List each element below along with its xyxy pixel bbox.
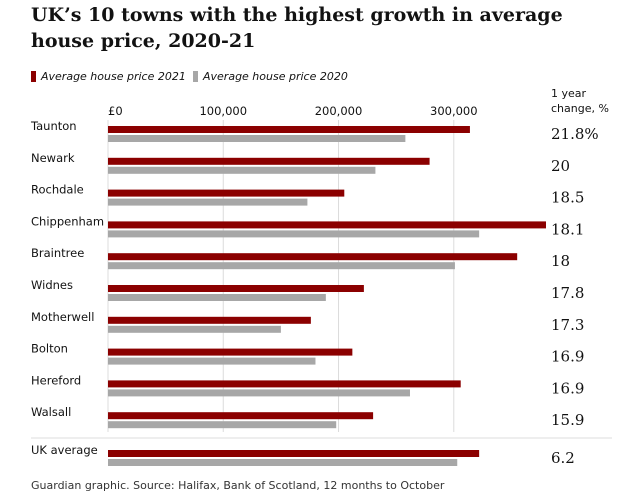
legend-swatch-2020: [193, 71, 198, 82]
change-pct-label: 18.1: [551, 220, 584, 238]
legend-swatch-2021: [31, 71, 36, 82]
change-pct-label: 15.9: [551, 411, 584, 429]
bar-2020: [108, 135, 406, 142]
change-pct-label: 17.3: [551, 316, 584, 334]
bar-2021: [108, 412, 374, 420]
change-pct-label: 17.8: [551, 284, 584, 302]
town-label: Chippenham: [31, 214, 104, 228]
bar-2021: [108, 285, 364, 292]
bar-2021: [108, 157, 430, 165]
change-pct-label: 6.2: [551, 449, 575, 467]
change-column-header: 1 year change, %: [551, 86, 609, 116]
source-footer: Guardian graphic. Source: Halifax, Bank …: [31, 479, 445, 492]
legend-item-2021: Average house price 2021: [31, 70, 186, 83]
bar-2021: [108, 253, 518, 261]
bar-2020: [108, 421, 337, 429]
bar-2020: [108, 389, 410, 397]
legend-label-2021: Average house price 2021: [41, 70, 186, 83]
bar-2020: [108, 166, 376, 174]
town-label: Walsall: [31, 405, 71, 419]
change-pct-label: 18: [551, 252, 570, 270]
bar-2021: [108, 380, 461, 388]
town-label: Widnes: [31, 278, 73, 292]
bar-2021: [108, 126, 470, 133]
x-tick-label: 200,000: [315, 104, 363, 118]
change-header-line-1: 1 year: [551, 87, 587, 100]
bar-2020: [108, 230, 480, 238]
chart-title: UK’s 10 towns with the highest growth in…: [31, 4, 563, 52]
change-pct-label: 16.9: [551, 379, 584, 397]
change-pct-label: 20: [551, 157, 570, 175]
town-label: Hereford: [31, 373, 81, 387]
town-label: Taunton: [30, 119, 77, 133]
town-label: Bolton: [31, 342, 68, 356]
x-tick-label: £0: [108, 104, 123, 118]
town-label: Rochdale: [31, 183, 84, 197]
x-tick-label: 100,000: [199, 104, 247, 118]
uk-average-label: UK average: [31, 443, 98, 457]
legend-label-2020: Average house price 2020: [203, 70, 348, 83]
change-header-line-2: change, %: [551, 102, 609, 115]
town-label: Braintree: [31, 246, 84, 260]
change-pct-label: 18.5: [551, 189, 584, 207]
bar-2021: [108, 221, 546, 229]
bar-2020: [108, 459, 458, 466]
bar-2021: [108, 348, 353, 356]
change-pct-label: 16.9: [551, 348, 584, 366]
bar-2020: [108, 294, 326, 301]
town-label: Motherwell: [31, 310, 94, 324]
bar-2021: [108, 189, 345, 197]
town-label: Newark: [31, 151, 75, 165]
change-pct-label: 21.8%: [551, 125, 599, 143]
bar-2020: [108, 198, 308, 206]
legend-item-2020: Average house price 2020: [193, 70, 348, 83]
bar-2020: [108, 262, 455, 270]
bar-2021: [108, 450, 480, 457]
bar-2020: [108, 325, 281, 333]
bar-2020: [108, 357, 316, 365]
x-tick-label: 300,000: [430, 104, 478, 118]
bar-2021: [108, 316, 311, 324]
